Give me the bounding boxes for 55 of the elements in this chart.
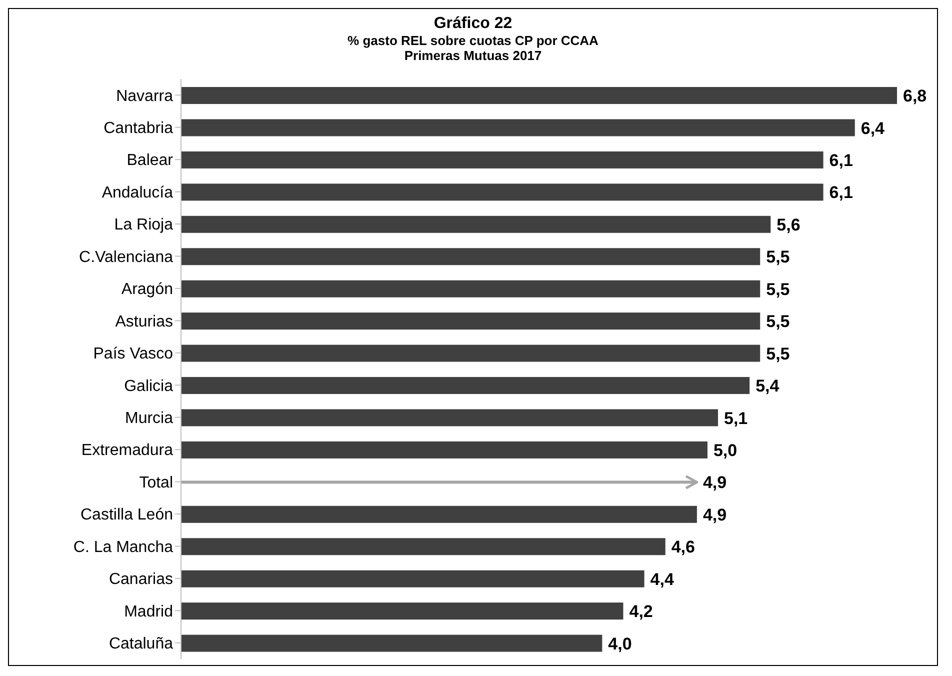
data-label: 6,8 xyxy=(903,86,927,106)
bar xyxy=(181,634,602,652)
bar xyxy=(181,151,824,168)
bar xyxy=(181,409,718,426)
y-tick-label: Cantabria xyxy=(104,120,174,138)
bar xyxy=(181,377,750,394)
chart-title: Gráfico 22 xyxy=(432,15,514,33)
y-tick-label: Asturias xyxy=(115,313,173,330)
data-label: 5,5 xyxy=(766,344,790,364)
bar xyxy=(181,216,771,233)
y-tick-label: La Rioja xyxy=(114,216,174,234)
bar xyxy=(181,441,708,458)
y-tick-label: C. La Mancha xyxy=(73,538,174,556)
data-label: 4,4 xyxy=(650,570,674,589)
data-label: 5,4 xyxy=(756,376,780,396)
y-tick-label: Cataluña xyxy=(108,636,174,653)
y-tick-label: Total xyxy=(139,474,173,492)
y-tick-label: Galicia xyxy=(124,378,174,395)
data-label: 5,6 xyxy=(776,215,800,234)
data-label: 6,4 xyxy=(860,118,886,138)
y-tick-label: Murcia xyxy=(124,410,174,428)
data-label: 4,9 xyxy=(702,473,727,492)
chart-subtitle: % gasto REL sobre cuotas CP por CCAA Primeras Mutuas 2017 xyxy=(346,33,600,63)
y-tick-label: Aragón xyxy=(121,281,173,298)
y-tick-label: Andalucía xyxy=(102,184,174,202)
bar xyxy=(181,506,697,523)
data-label: 4,2 xyxy=(629,602,653,622)
data-label: 5,5 xyxy=(766,312,790,332)
data-label: 5,5 xyxy=(766,280,790,299)
y-tick-label: Balear xyxy=(126,152,174,170)
y-tick-label: Castilla León xyxy=(80,506,173,524)
bar xyxy=(181,87,897,104)
bar xyxy=(181,119,855,136)
y-tick-label: Madrid xyxy=(124,603,173,620)
y-tick-label: Navarra xyxy=(116,88,174,105)
bar xyxy=(181,248,760,266)
bar xyxy=(181,184,824,201)
bar xyxy=(181,602,624,620)
y-tick-label: Extremadura xyxy=(81,442,174,460)
y-tick-label: Canarias xyxy=(108,571,173,588)
data-label: 6,1 xyxy=(829,150,853,170)
bar xyxy=(181,344,760,362)
data-label: 6,1 xyxy=(829,183,853,202)
data-label: 4,6 xyxy=(671,538,695,557)
y-tick-label: País Vasco xyxy=(93,346,174,363)
data-label: 5,1 xyxy=(724,408,748,428)
data-label: 5,0 xyxy=(713,440,738,460)
bar xyxy=(181,538,666,556)
y-tick-label: C.Valenciana xyxy=(79,248,174,266)
bar xyxy=(181,280,760,298)
bar xyxy=(181,570,644,588)
bar xyxy=(181,312,760,330)
data-label: 4,0 xyxy=(608,634,632,654)
data-label: 4,9 xyxy=(702,505,727,524)
data-label: 5,5 xyxy=(766,248,790,267)
